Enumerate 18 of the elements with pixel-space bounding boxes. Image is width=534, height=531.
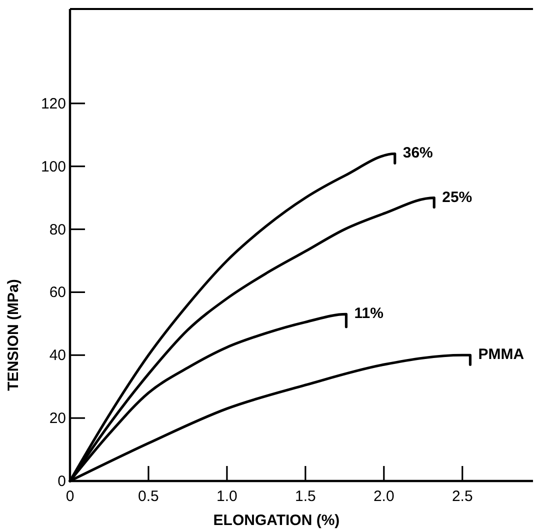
x-tick-label: 2.0 xyxy=(373,488,394,505)
series-label: 36% xyxy=(402,144,433,162)
x-axis-title: ELONGATION (%) xyxy=(213,512,340,529)
y-tick-label: 60 xyxy=(49,284,66,302)
y-tick-label: 40 xyxy=(49,347,66,364)
series-label: 11% xyxy=(354,305,384,322)
y-tick-label: 20 xyxy=(49,410,66,428)
x-tick-label: 1.0 xyxy=(216,488,238,505)
x-tick-label: 2.5 xyxy=(452,488,473,505)
series-label: PMMA xyxy=(478,346,524,364)
x-tick-label: 0.5 xyxy=(138,488,159,505)
series-label: 25% xyxy=(442,188,472,206)
y-tick-label: 0 xyxy=(58,473,66,490)
y-axis-title: TENSION (MPa) xyxy=(5,279,22,391)
y-tick-label: 120 xyxy=(40,95,66,112)
x-tick-label: 1.5 xyxy=(294,488,316,505)
y-tick-label: 80 xyxy=(49,221,66,238)
y-tick-label: 100 xyxy=(40,158,66,176)
